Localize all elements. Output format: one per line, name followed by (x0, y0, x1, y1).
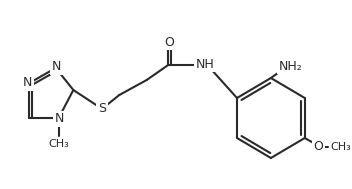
Text: O: O (164, 36, 174, 49)
Text: NH₂: NH₂ (278, 60, 302, 73)
Text: O: O (314, 140, 323, 153)
Text: CH₃: CH₃ (48, 139, 69, 149)
Text: N: N (23, 77, 32, 90)
Text: NH: NH (196, 57, 215, 70)
Text: S: S (98, 101, 106, 115)
Text: N: N (55, 112, 64, 125)
Text: CH₃: CH₃ (331, 142, 351, 152)
Text: N: N (52, 60, 61, 74)
